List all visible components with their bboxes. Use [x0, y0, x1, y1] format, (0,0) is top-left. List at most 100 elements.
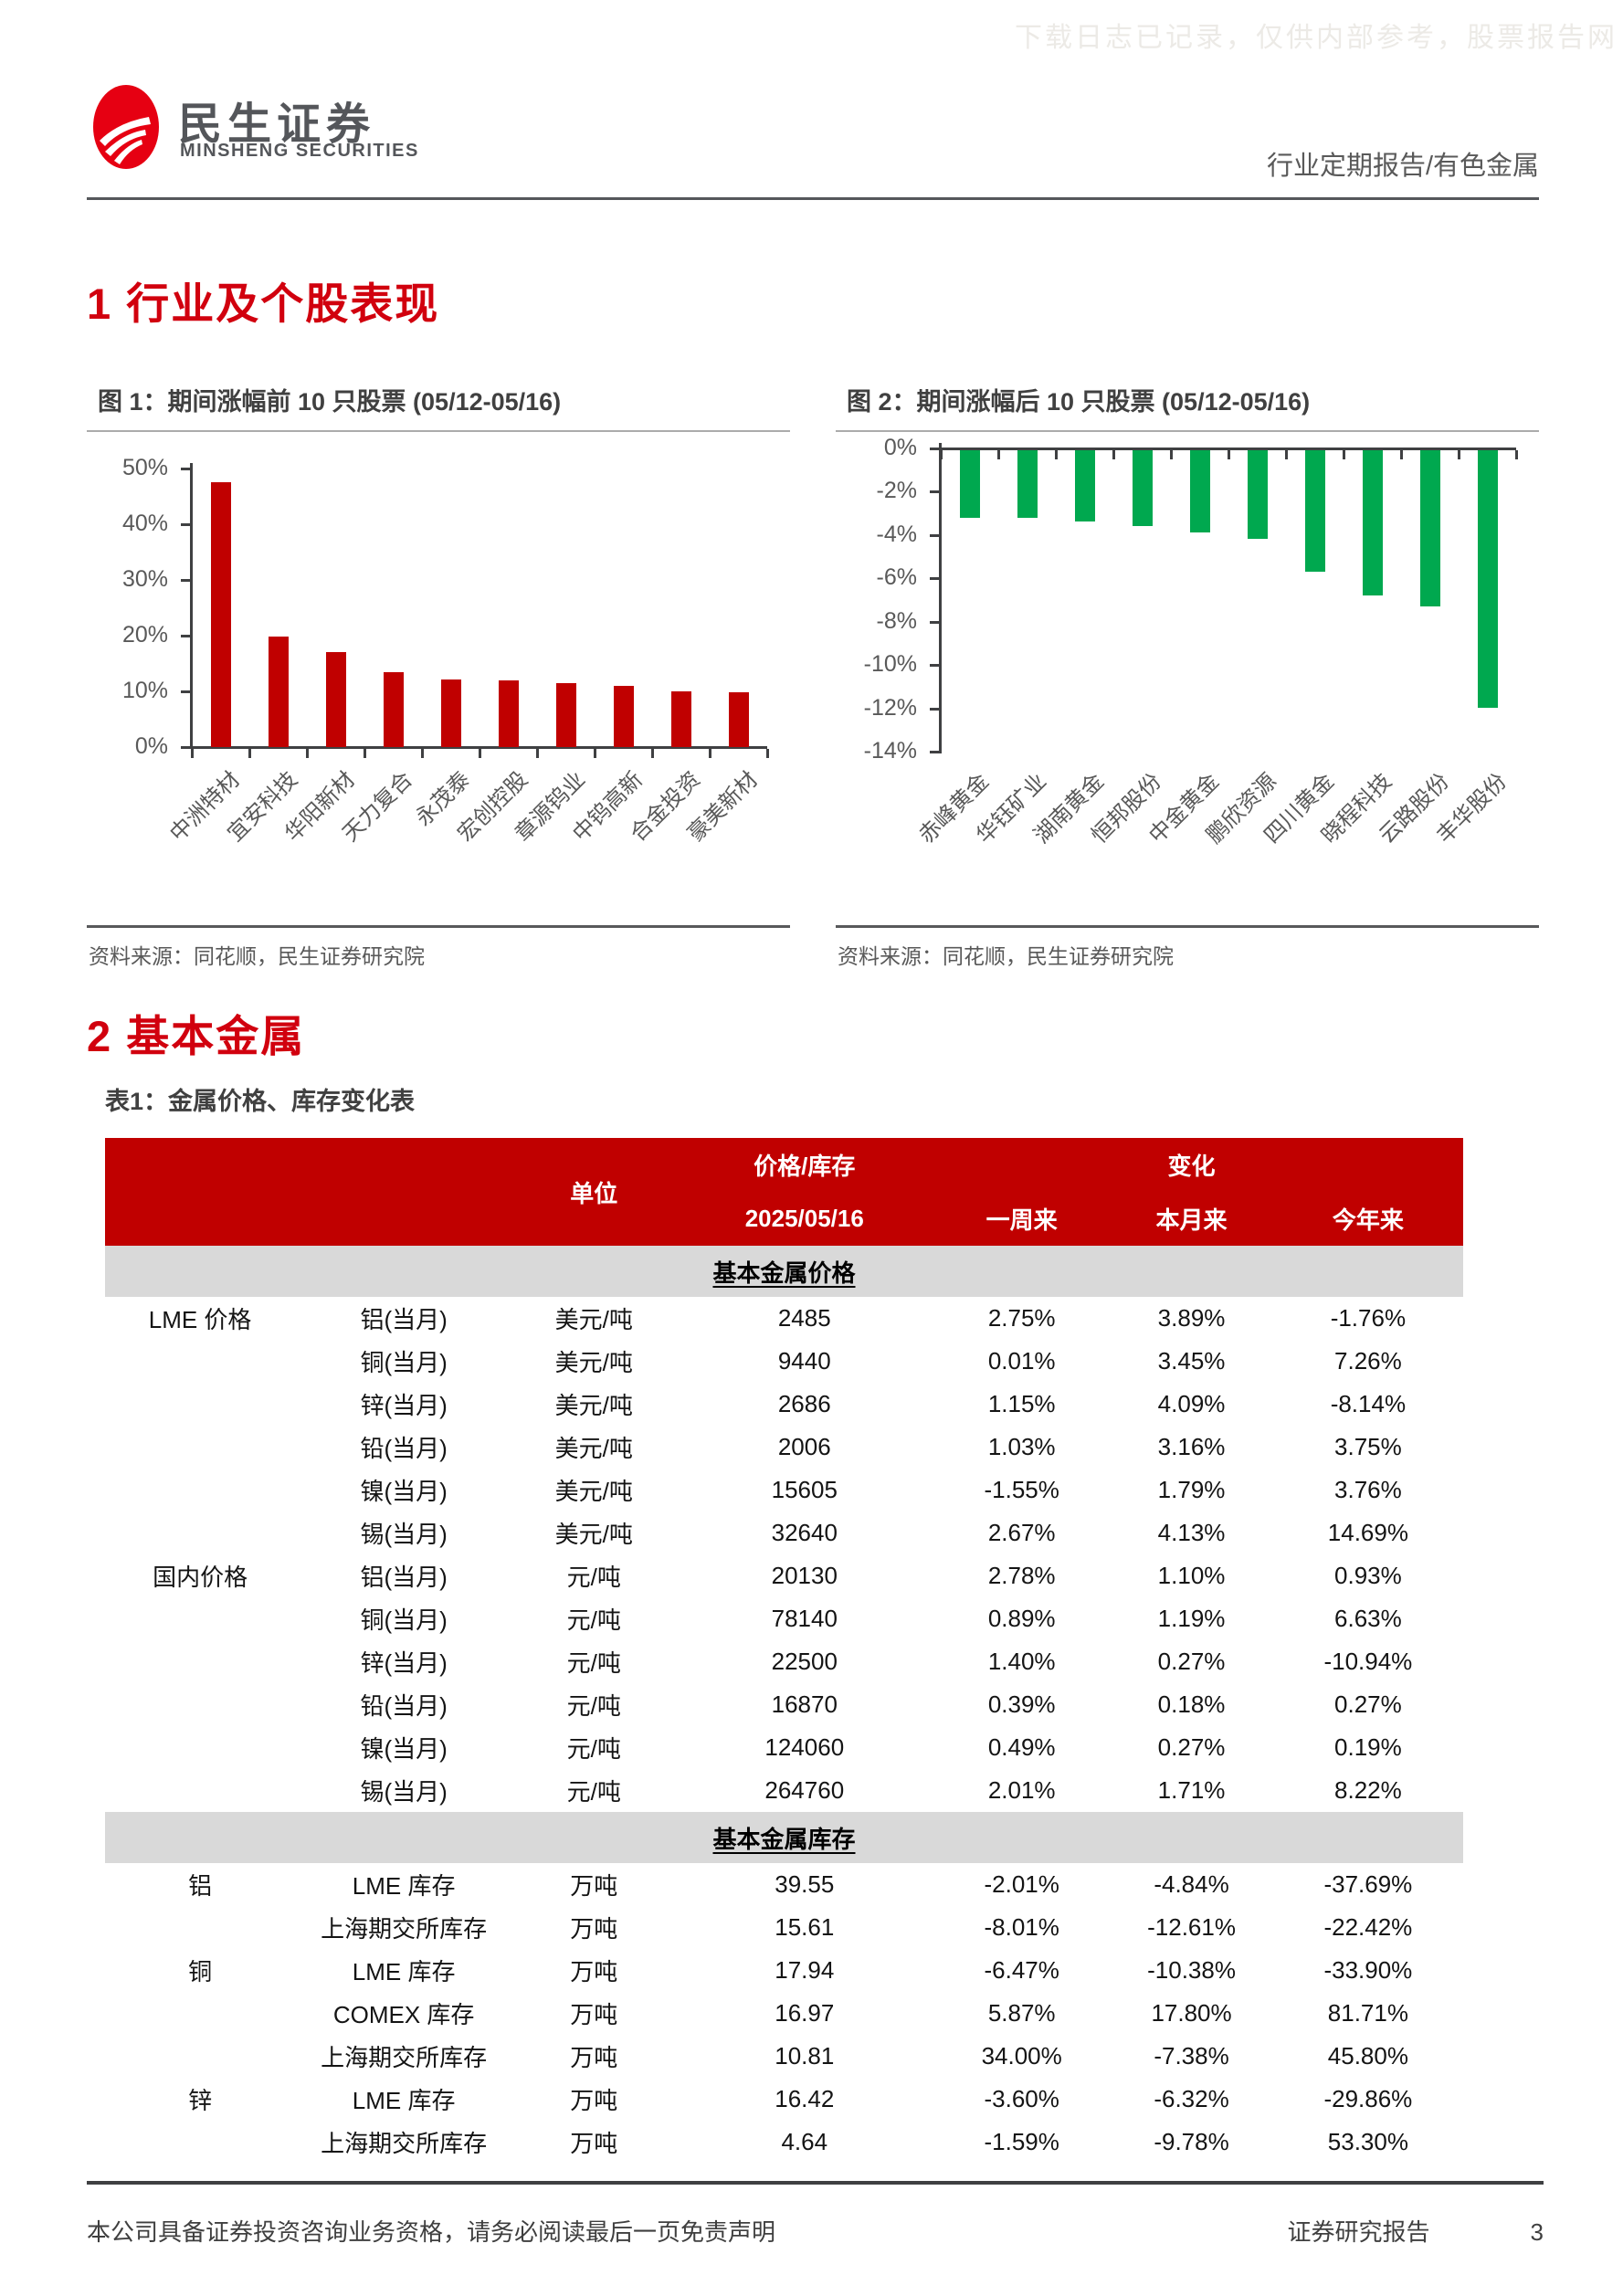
table-cell: 6.63% [1334, 1605, 1402, 1632]
bar [325, 651, 346, 747]
table-cell: 美元/吨 [554, 1435, 633, 1462]
table-cell: 16.42 [775, 2085, 835, 2112]
bar [1017, 450, 1038, 518]
table-row: 锡(当月) 美元/吨 32640 2.67% 4.13% 14.69% [105, 1511, 1463, 1554]
table-cell: 锌(当月) [360, 1649, 448, 1677]
header-year: 今年来 [1272, 1192, 1463, 1246]
footer-doc-type: 证券研究报告 [1287, 2218, 1430, 2246]
table-cell: 53.30% [1327, 2128, 1408, 2155]
table-cell [105, 1992, 295, 2035]
bar [1419, 450, 1440, 606]
table-cell: 元/吨 [566, 1692, 621, 1720]
header-price-inventory: 价格/库存 [675, 1138, 934, 1192]
header-week: 一周来 [933, 1192, 1111, 1246]
figure-1-source: 资料来源：同花顺，民生证券研究院 [89, 944, 425, 968]
figure-1-divider [87, 925, 790, 928]
table-cell: 0.01% [987, 1347, 1056, 1374]
table-cell: LME 库存 [352, 1958, 456, 1985]
header-change: 变化 [1110, 1138, 1273, 1192]
table-cell: 铜(当月) [360, 1606, 448, 1634]
x-tick-mark [1400, 450, 1403, 459]
table-cell: 17.80% [1151, 1999, 1232, 2027]
table-cell: 上海期交所库存 [321, 2130, 488, 2157]
table-cell: 上海期交所库存 [321, 1915, 488, 1943]
table-cell: -22.42% [1323, 1913, 1413, 1941]
table-cell: 32640 [771, 1519, 838, 1546]
table-cell: 2686 [777, 1390, 831, 1417]
table-row: 上海期交所库存 万吨 4.64 -1.59% -9.78% 53.30% [105, 2121, 1463, 2164]
table-cell [105, 2121, 295, 2164]
table-cell: 0.18% [1157, 1690, 1226, 1718]
table-cell: 铝 [188, 1872, 213, 1900]
table-cell: 镍(当月) [360, 1735, 448, 1763]
footer-divider [87, 2181, 1544, 2185]
table-cell: 万吨 [570, 2044, 618, 2071]
footer-disclaimer: 本公司具备证券投资咨询业务资格，请务必阅读最后一页免责声明 [87, 2218, 776, 2246]
table-cell: 2.78% [987, 1562, 1056, 1589]
brand-name-cn: 民生证券 [178, 100, 376, 149]
table-cell: LME 库存 [352, 1872, 456, 1900]
figure-2-chart: 0% -2% -4% -6% -8% -10% -12% -14% 赤峰黄金 华钰矿业 湖南黄金 恒邦… [836, 432, 1539, 925]
y-tick-label: 30% [121, 566, 168, 592]
bar [959, 450, 980, 518]
y-tick-label: 20% [121, 622, 168, 648]
table-cell: 1.79% [1157, 1476, 1226, 1503]
y-tick-mark [181, 579, 190, 582]
page-header: 民生证券 MINSHENG SECURITIES 行业定期报告/有色金属 [87, 80, 1539, 200]
footer-page-number: 3 [1530, 2218, 1544, 2246]
x-tick-mark [997, 450, 1000, 459]
y-tick-mark [181, 635, 190, 637]
table-cell: 8.22% [1334, 1776, 1402, 1804]
table-row: 上海期交所库存 万吨 15.61 -8.01% -12.61% -22.42% [105, 1906, 1463, 1949]
x-tick-mark [940, 450, 943, 459]
y-tick-mark [181, 746, 190, 749]
table-cell: 1.03% [987, 1433, 1056, 1460]
table-cell: 元/吨 [566, 1606, 621, 1634]
table-cell: 0.93% [1334, 1562, 1402, 1589]
table-section-label: 基本金属库存 [105, 1812, 1463, 1863]
header-month: 本月来 [1110, 1192, 1273, 1246]
table-cell: -10.94% [1323, 1648, 1413, 1675]
y-tick-label: -2% [876, 478, 917, 504]
table-cell: -1.55% [984, 1476, 1059, 1503]
bar [498, 680, 519, 747]
bar [1477, 450, 1498, 709]
table-cell: 万吨 [570, 2001, 618, 2028]
table-cell: 万吨 [570, 1958, 618, 1985]
x-tick-mark [536, 749, 539, 758]
x-tick-mark [364, 749, 366, 758]
figure-2-source: 资料来源：同花顺，民生证券研究院 [838, 944, 1174, 968]
table-cell [105, 1683, 295, 1726]
table-section-row: 基本金属库存 [105, 1812, 1463, 1863]
y-tick-label: 10% [121, 678, 168, 703]
y-tick-label: 50% [121, 455, 168, 480]
table-row: 镍(当月) 元/吨 124060 0.49% 0.27% 0.19% [105, 1726, 1463, 1769]
table-1-title: 表1：金属价格、库存变化表 [105, 1088, 416, 1115]
x-tick-mark [594, 749, 596, 758]
table-cell [105, 1469, 295, 1511]
header-blank-cell [105, 1138, 513, 1246]
y-tick-label: -6% [876, 564, 917, 591]
table-section-row: 基本金属价格 [105, 1246, 1463, 1297]
table-cell [105, 1426, 295, 1469]
table-cell: -1.76% [1330, 1304, 1407, 1332]
y-tick-mark [181, 690, 190, 693]
table-cell [105, 1769, 295, 1812]
figure-1-chart: 50% 40% 30% 20% 10% 0% 中洲特材 宜安科技 华阳新材 天力复合 永茂泰 宏创控股… [87, 432, 790, 925]
y-tick-label: 0% [883, 435, 917, 460]
table-cell: 14.69% [1327, 1519, 1408, 1546]
watermark-text: 下载日志已记录，仅供内部参考，股票报告网 [1015, 23, 1618, 53]
table-cell: 0.27% [1157, 1733, 1226, 1761]
y-tick-mark [930, 533, 939, 537]
table-row: LME 价格 铝(当月) 美元/吨 2485 2.75% 3.89% -1.76% [105, 1297, 1463, 1340]
bar [1304, 450, 1325, 572]
y-tick-mark [930, 707, 939, 711]
table-cell: 铜(当月) [360, 1349, 448, 1376]
table-cell [105, 1340, 295, 1383]
table-cell: 5.87% [987, 1999, 1056, 2027]
x-tick-mark [1343, 450, 1345, 459]
y-tick-mark [930, 620, 939, 624]
table-cell: -6.32% [1154, 2085, 1229, 2112]
table-cell: 元/吨 [566, 1778, 621, 1806]
table-cell: 9440 [777, 1347, 831, 1374]
